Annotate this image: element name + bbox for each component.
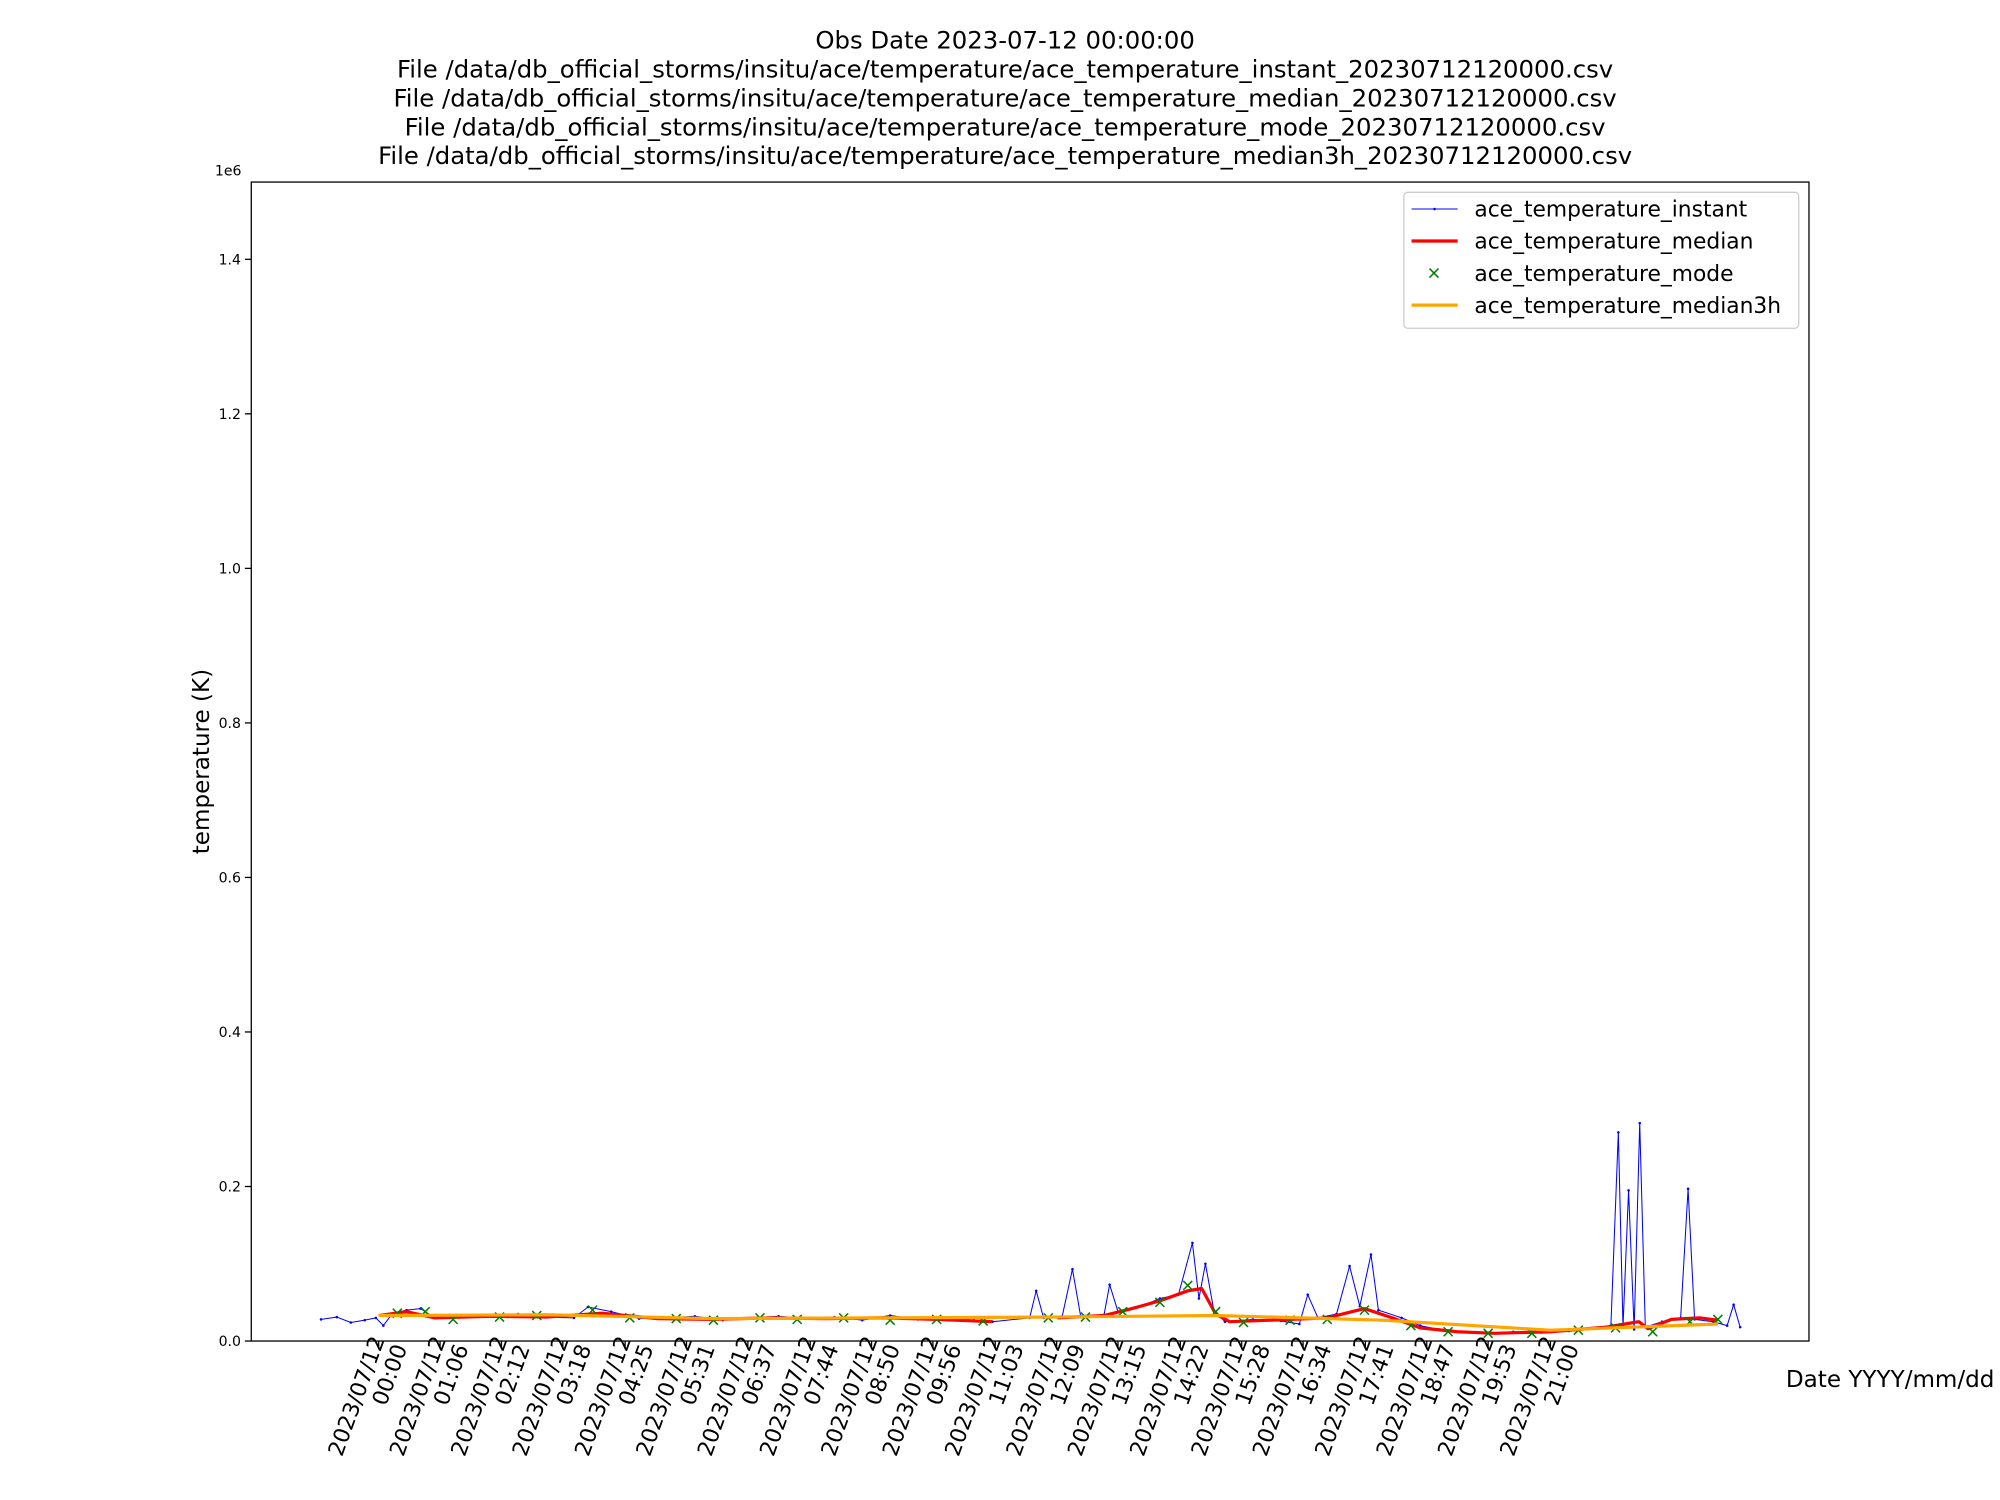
mode-marker [1483,1328,1494,1339]
mode-marker [1182,1280,1193,1291]
instant-marker [1369,1253,1373,1256]
instant-marker [1686,1187,1690,1191]
mode-marker [1712,1314,1723,1325]
mode-marker [587,1305,598,1316]
instant-marker [319,1318,323,1321]
instant-marker [349,1321,353,1324]
instant-marker [1071,1267,1074,1271]
instant-marker [1108,1283,1111,1286]
instant-marker [1377,1308,1380,1312]
title-line: File /data/db_official_storms/insitu/ace… [397,55,1613,84]
y-tick-label: 1.2 [219,407,241,423]
instant-marker [1348,1264,1351,1268]
title-line: File /data/db_official_storms/insitu/ace… [394,83,1617,112]
y-tick-label: 0.6 [219,871,241,887]
instant-marker [1732,1303,1735,1306]
instant-marker [382,1324,385,1327]
mode-marker [1117,1306,1128,1317]
instant-marker [1738,1325,1742,1329]
y-tick-label: 0.2 [219,1180,241,1196]
y-tick-label: 0.8 [219,716,241,732]
instant-marker [572,1316,576,1320]
legend-label: ace_temperature_median [1474,230,1753,255]
instant-marker [1191,1241,1194,1245]
series-line [378,1313,1718,1332]
mode-marker [1443,1326,1454,1337]
legend-swatch-dot [1433,207,1436,211]
instant-marker [363,1318,367,1322]
x-axis-label: Date YYYY/mm/dd [1786,1367,1995,1393]
legend-label: ace_temperature_mode [1474,262,1733,287]
instant-marker [1632,1328,1636,1331]
legend-label: ace_temperature_median3h [1474,294,1781,319]
instant-marker [1400,1316,1403,1320]
instant-marker [609,1310,613,1313]
mode-marker [1359,1305,1370,1316]
y-tick-label: 0.4 [219,1025,241,1041]
title-line: File /data/db_official_storms/insitu/ace… [405,112,1606,141]
instant-marker [1725,1324,1729,1327]
instant-marker [1034,1289,1038,1293]
instant-marker [1617,1131,1620,1134]
legend-box [1403,191,1800,329]
title-line: File /data/db_official_storms/insitu/ace… [378,141,1632,170]
instant-marker [888,1314,892,1317]
mode-marker [1154,1297,1165,1308]
legend: ace_temperature_instant ace_temperature_m… [1403,191,1800,329]
y-axis-label: temperature (K) [189,669,215,854]
instant-marker [1306,1293,1310,1296]
legend-label: ace_temperature_instant [1474,198,1747,223]
y-offset-label: 1e6 [215,164,242,180]
mode-marker [1647,1326,1658,1337]
instant-marker [1627,1189,1630,1192]
instant-marker [335,1315,339,1319]
instant-marker [374,1316,378,1320]
instant-marker [1197,1297,1201,1300]
y-tick-label: 0.0 [219,1334,241,1350]
y-tick-label: 1.4 [219,252,241,268]
instant-marker [1298,1322,1301,1326]
instant-marker [1204,1262,1207,1266]
title-line: Obs Date 2023-07-12 00:00:00 [815,26,1195,55]
y-tick-label: 1.0 [219,562,241,578]
legend-swatch [1428,268,1440,279]
axes-frame [250,181,1810,1342]
instant-marker [1638,1121,1642,1125]
mode-marker [1238,1317,1249,1328]
